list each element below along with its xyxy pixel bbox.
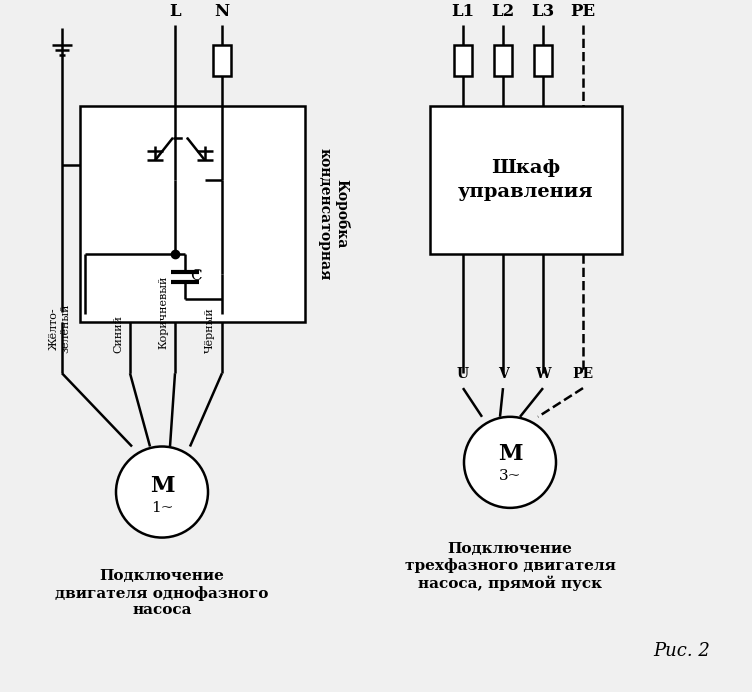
Text: управления: управления (458, 183, 594, 201)
Text: V: V (498, 367, 508, 381)
Bar (213, 44, 231, 76)
Text: L: L (169, 3, 180, 20)
Text: M: M (498, 444, 522, 466)
Text: 1~: 1~ (150, 501, 173, 515)
Text: M: M (150, 475, 174, 497)
Text: Жёлто-
зелёный: Жёлто- зелёный (49, 304, 71, 354)
Bar (80, 106, 305, 322)
Text: L3: L3 (532, 3, 555, 20)
Text: PE: PE (572, 367, 593, 381)
Text: U: U (457, 367, 469, 381)
Text: Подключение
двигателя однофазного
насоса: Подключение двигателя однофазного насоса (56, 570, 268, 617)
Text: C: C (190, 269, 202, 283)
Text: Подключение
трехфазного двигателя
насоса, прямой пуск: Подключение трехфазного двигателя насоса… (405, 542, 615, 591)
Text: W: W (535, 367, 550, 381)
Circle shape (464, 417, 556, 508)
Text: Коричневый: Коричневый (158, 275, 168, 349)
Circle shape (116, 446, 208, 538)
Text: L2: L2 (491, 3, 514, 20)
Text: L1: L1 (451, 3, 475, 20)
Text: Синий: Синий (113, 316, 123, 354)
Bar (534, 44, 552, 76)
Text: Рис. 2: Рис. 2 (653, 642, 710, 660)
Text: N: N (214, 3, 229, 20)
Text: Чёрный: Чёрный (205, 308, 215, 354)
Text: PE: PE (571, 3, 596, 20)
Bar (430, 106, 622, 255)
Text: Шкаф: Шкаф (492, 159, 560, 177)
Bar (454, 44, 472, 76)
Text: Коробка
конденсаторная: Коробка конденсаторная (318, 147, 349, 280)
Bar (494, 44, 512, 76)
Text: 3~: 3~ (499, 469, 521, 483)
